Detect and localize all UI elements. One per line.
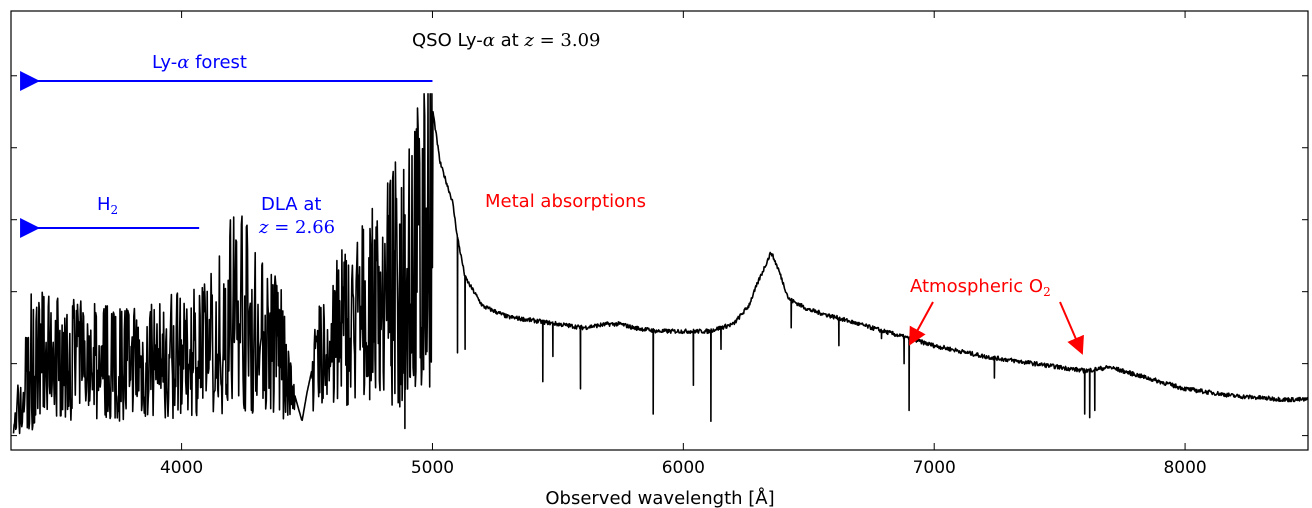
annotation-dla-z: z = 2.66 <box>258 217 335 238</box>
lya-alpha: α <box>177 52 189 73</box>
o2-arrow-left <box>909 301 934 346</box>
x-axis-label-text: Observed wavelength [Å] <box>545 487 774 508</box>
x-axis-ticks: 4000 5000 6000 7000 8000 <box>160 11 1207 478</box>
qso-val: 3.09 <box>560 30 600 51</box>
qso-eq: = <box>534 30 561 51</box>
x-tick-label: 5000 <box>411 458 454 478</box>
x-tick-label: 8000 <box>1163 458 1206 478</box>
h2-sub: 2 <box>111 203 119 217</box>
lya-prefix: Ly- <box>152 52 177 73</box>
h2-main: H <box>97 194 111 215</box>
dla-eq: = <box>268 217 295 238</box>
x-axis-label: Observed wavelength [Å] <box>545 487 774 508</box>
annotation-atmospheric-o2: Atmospheric O2 <box>910 276 1051 299</box>
annotation-dla-line1: DLA at <box>261 194 321 215</box>
qso-z: z <box>523 30 534 51</box>
o2-arrow-right <box>1059 301 1084 355</box>
x-tick-label: 4000 <box>160 458 203 478</box>
qso-prefix: QSO Ly- <box>412 30 483 51</box>
annotation-qso-lya: QSO Ly-α at z = 3.09 <box>412 30 600 51</box>
atm-main: Atmospheric O <box>910 276 1043 297</box>
annotation-h2: H2 <box>97 194 118 217</box>
x-tick-label: 7000 <box>913 458 956 478</box>
x-tick-label: 6000 <box>662 458 705 478</box>
qso-at: at <box>495 30 525 51</box>
annotation-metal-absorptions: Metal absorptions <box>485 191 646 212</box>
spectrum-line <box>12 93 1308 435</box>
atm-sub: 2 <box>1043 285 1051 299</box>
dla-val: 2.66 <box>295 217 335 238</box>
qso-alpha: α <box>483 30 495 51</box>
dla-z: z <box>258 217 269 238</box>
lya-suffix: forest <box>189 52 247 73</box>
annotation-lya-forest: Ly-α forest <box>152 52 247 73</box>
y-axis-ticks <box>11 75 1308 437</box>
plot-frame <box>10 10 1309 451</box>
